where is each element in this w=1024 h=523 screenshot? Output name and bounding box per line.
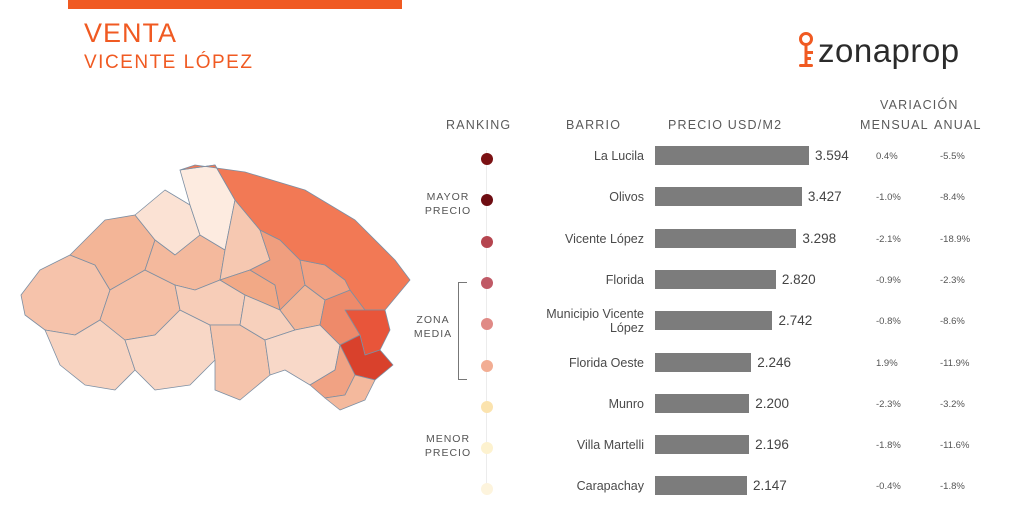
barrio-label-line: Municipio Vicente <box>546 307 644 322</box>
key-icon <box>799 32 813 67</box>
barrio-label: Florida Oeste <box>530 356 644 370</box>
rank-dot <box>481 194 493 207</box>
barrio-label-line: Florida Oeste <box>568 355 644 370</box>
barrio-label: Vicente López <box>530 232 644 246</box>
barrio-label-line: Florida <box>605 272 644 287</box>
barrio-label: Municipio Vicente López <box>530 307 644 335</box>
variacion-anual: -11.9% <box>940 357 970 369</box>
label-zona-media: ZONA MEDIA <box>413 314 453 340</box>
variacion-mensual: -0.9% <box>876 274 901 286</box>
barrio-label: Munro <box>530 397 644 411</box>
variacion-mensual: -0.4% <box>876 481 901 493</box>
rank-dot <box>481 400 493 413</box>
variacion-mensual: -1.8% <box>876 440 901 452</box>
price-bar <box>655 476 747 496</box>
variacion-anual: -1.8% <box>940 481 965 493</box>
zonaprop-logo: zonaprop <box>796 30 996 74</box>
variacion-anual: -8.4% <box>940 192 965 204</box>
barrio-label: Carapachay <box>530 479 644 493</box>
price-value: 2.820 <box>781 271 816 287</box>
price-value: 2.200 <box>755 395 790 411</box>
variacion-mensual: 1.9% <box>876 357 898 369</box>
variacion-anual: -11.6% <box>940 440 970 452</box>
price-value: 2.147 <box>752 478 787 494</box>
price-bar <box>655 228 797 248</box>
label-menor-precio: MENOR PRECIO <box>424 433 472 459</box>
barrio-label-line: Villa Martelli <box>576 438 644 453</box>
price-value: 2.742 <box>778 313 813 329</box>
variacion-anual: -2.3% <box>940 274 965 286</box>
variacion-mensual: -1.0% <box>876 192 901 204</box>
barrio-label: La Lucila <box>530 149 644 163</box>
header-anual: ANUAL <box>934 118 982 132</box>
barrio-label-line: Olivos <box>609 190 644 205</box>
zona-media-bracket <box>458 282 467 380</box>
variacion-anual: -3.2% <box>940 398 965 410</box>
barrio-label-line: La Lucila <box>593 149 644 163</box>
barrio-label: Olivos <box>530 190 644 204</box>
price-bar <box>655 146 809 165</box>
logo-text: zonaprop <box>818 32 960 69</box>
price-value: 3.594 <box>815 148 849 163</box>
price-bar <box>655 187 802 207</box>
rank-dot <box>481 442 493 455</box>
barrio-label: Florida <box>530 273 644 287</box>
price-value: 3.427 <box>807 189 842 205</box>
header-barrio: BARRIO <box>566 118 622 132</box>
price-bar <box>655 352 752 372</box>
barrio-label-line: Carapachay <box>576 479 644 494</box>
price-bar <box>655 269 776 289</box>
variacion-anual: -5.5% <box>940 151 965 162</box>
variacion-anual: -18.9% <box>940 233 971 245</box>
header-precio: PRECIO USD/M2 <box>668 118 783 132</box>
price-bar <box>655 311 773 331</box>
label-mayor-precio: MAYOR PRECIO <box>424 191 472 217</box>
map-region-coast-4 <box>324 374 376 411</box>
price-bar <box>655 435 750 455</box>
barrio-label-line: Vicente López <box>565 231 644 246</box>
rank-dot <box>481 483 493 496</box>
variacion-anual: -8.6% <box>940 316 965 328</box>
barrio-label-line: López <box>609 321 644 336</box>
rank-dot <box>481 153 493 165</box>
variacion-mensual: -2.3% <box>876 398 901 410</box>
price-value: 2.196 <box>755 437 789 453</box>
rank-dot <box>481 276 493 289</box>
header-variacion: VARIACIÓN <box>880 98 959 112</box>
district-map <box>20 164 411 411</box>
rank-dot <box>481 235 493 248</box>
price-bar <box>655 393 750 413</box>
map-region-north-big <box>179 164 411 311</box>
price-value: 2.246 <box>757 354 792 370</box>
header-mensual: MENSUAL <box>860 118 929 132</box>
barrio-label: Villa Martelli <box>530 438 644 452</box>
page-subtitle: VICENTE LÓPEZ <box>84 52 254 73</box>
variacion-mensual: -2.1% <box>876 233 901 245</box>
top-accent-bar <box>68 0 402 9</box>
header-ranking: RANKING <box>446 118 512 132</box>
price-value: 3.298 <box>802 230 837 246</box>
variacion-mensual: -0.8% <box>876 316 901 328</box>
rank-dot <box>481 318 493 331</box>
page-title: VENTA <box>84 18 178 48</box>
rank-dot <box>481 359 493 372</box>
variacion-mensual: 0.4% <box>876 151 898 162</box>
barrio-label-line: Munro <box>608 396 644 411</box>
